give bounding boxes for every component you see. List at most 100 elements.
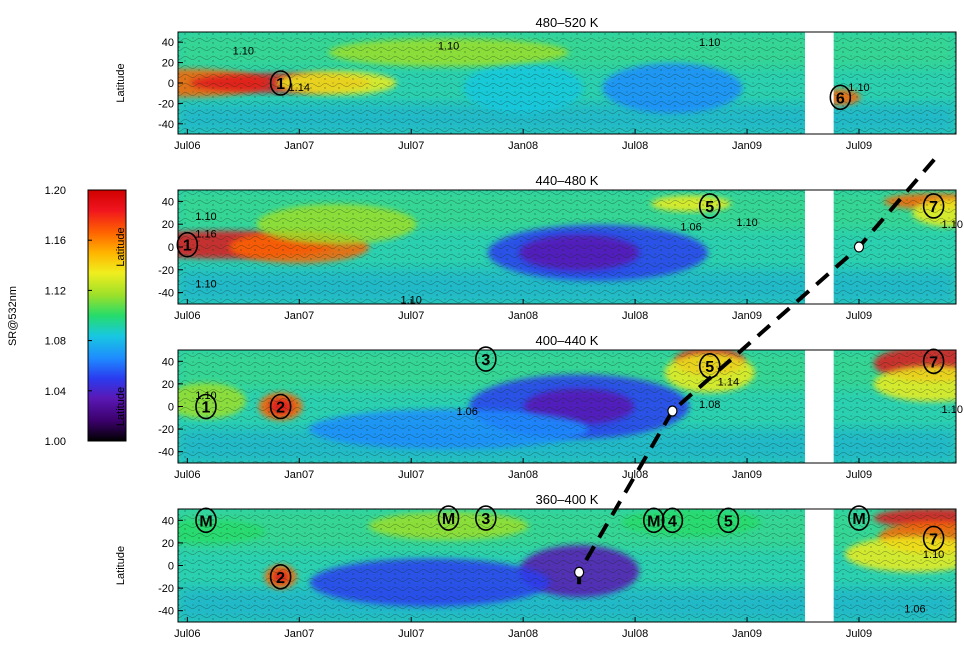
feature-marker-M: M [437,505,460,531]
colorbar-tick-label: 1.12 [45,285,66,297]
feature-marker-ring [176,231,199,258]
y-tick-label: 40 [162,356,174,368]
contour-label: 1.10 [942,219,963,231]
y-tick-label: 20 [162,219,174,231]
feature-marker-7: 7 [922,525,945,552]
feature-marker-label: 7 [929,199,938,216]
feature-marker-label: 7 [929,531,938,548]
feature-marker-ring [642,507,665,534]
colorbar: 1.20 1.16 1.12 1.08 1.04 1.00 SR@532nm [7,185,127,448]
colorbar-tick-label: 1.16 [45,235,66,247]
x-tick-label: Jul08 [622,628,648,640]
heatmap-field [178,509,956,622]
y-tick-label: -40 [158,288,174,300]
feature-marker-label: 1 [183,238,192,255]
feature-marker-ring [195,393,217,420]
feature-marker-6: 6 [829,84,852,111]
contour-label: 1.10 [736,217,757,229]
colorbar-label: SR@532nm [7,286,19,346]
x-tick-label: Jan09 [732,469,762,481]
colorbar-tick-label: 1.00 [45,436,66,448]
feature-marker-label: 5 [705,359,714,376]
trajectory-overlay [574,154,939,585]
y-tick-label: -40 [158,606,174,618]
x-tick-label: Jan07 [284,628,314,640]
feature-marker-ring [269,70,292,96]
feature-marker-label: 5 [724,513,733,530]
contour-label: 1.10 [942,404,963,416]
heatmap-field [178,190,956,304]
y-tick-label: 20 [162,58,174,70]
contour-label: 1.10 [401,294,422,306]
contour-label: 1.06 [904,603,925,615]
feature-marker-label: 2 [276,400,285,417]
colorbar-tick-label: 1.20 [45,185,66,197]
feature-marker-label: 3 [481,352,490,369]
feature-marker-2: 2 [269,563,292,590]
trajectory-point [574,566,585,578]
contour-label: 1.10 [195,390,216,402]
y-axis-label: Latitude [115,387,127,426]
feature-marker-label: M [852,511,865,528]
y-tick-label: -20 [158,265,174,277]
contour-label: 1.14 [718,377,739,389]
feature-marker-5: 5 [698,193,721,219]
feature-marker-label: 3 [481,511,490,528]
x-tick-label: Jul09 [846,310,872,322]
data-gap [805,508,834,623]
panels: 480–520 K 40 20 0 -20 -40 Latitude Jul06 Jan07 Ju… [115,15,963,640]
feature-marker-label: M [199,513,212,530]
panel-4: 360–400 K 40 20 0 -20 -40 Latitude Jul06 Jan07 Ju… [115,492,957,640]
y-axis-label: Latitude [115,546,127,585]
y-tick-label: -40 [158,447,174,459]
colorbar-tick-label: 1.04 [45,386,66,398]
feature-marker-2: 2 [269,393,292,420]
feature-marker-label: M [647,513,660,530]
x-tick-label: Jul08 [622,140,648,152]
y-tick-label: 40 [162,196,174,208]
y-tick-label: 40 [162,37,174,49]
colorbar-tick-label: 1.08 [45,336,66,348]
y-tick-label: 0 [168,242,174,254]
feature-marker-M: M [642,507,665,534]
colorbar-ticks: 1.20 1.16 1.12 1.08 1.04 1.00 [45,185,92,448]
trajectory-point [853,241,865,253]
feature-marker-4: 4 [661,507,684,534]
y-axis-label: Latitude [115,227,127,266]
x-tick-label: Jul07 [398,628,424,640]
feature-marker-label: 2 [276,570,285,587]
panel-1: 480–520 K 40 20 0 -20 -40 Latitude Jul06 Jan07 Ju… [115,15,957,152]
y-tick-label: -20 [158,424,174,436]
feature-marker-1: 1 [176,231,199,258]
heatmap-field [178,350,956,463]
contour-label: 1.06 [456,406,477,418]
x-tick-label: Jan08 [508,140,538,152]
panel-title: 360–400 K [536,492,599,507]
feature-marker-ring [717,507,740,534]
panel-3: 400–440 K 40 20 0 -20 -40 Latitude Jul06 Jan07 Ju… [115,333,963,481]
feature-marker-label: 4 [668,513,677,530]
x-tick-label: Jan07 [284,310,314,322]
y-tick-label: -40 [158,119,174,131]
x-tick-label: Jan08 [508,628,538,640]
feature-marker-label: 7 [929,354,938,371]
y-tick-label: 40 [162,515,174,527]
x-tick-label: Jan07 [284,469,314,481]
x-tick-label: Jan08 [508,310,538,322]
feature-marker-ring [922,193,945,219]
x-tick-label: Jul06 [174,140,200,152]
data-gap [805,31,834,135]
feature-marker-ring [848,505,870,531]
feature-marker-label: 6 [836,90,845,107]
contour-label: 1.10 [195,278,216,290]
contour-label: 1.10 [233,45,254,57]
feature-marker-ring [922,348,945,375]
panel-title: 480–520 K [536,15,599,30]
contour-texture [178,350,956,463]
x-tick-label: Jul08 [622,310,648,322]
x-tick-label: Jul06 [174,310,200,322]
colorbar-gradient [87,189,127,442]
feature-marker-label: 1 [202,400,211,417]
contour-label: 1.10 [195,211,216,223]
